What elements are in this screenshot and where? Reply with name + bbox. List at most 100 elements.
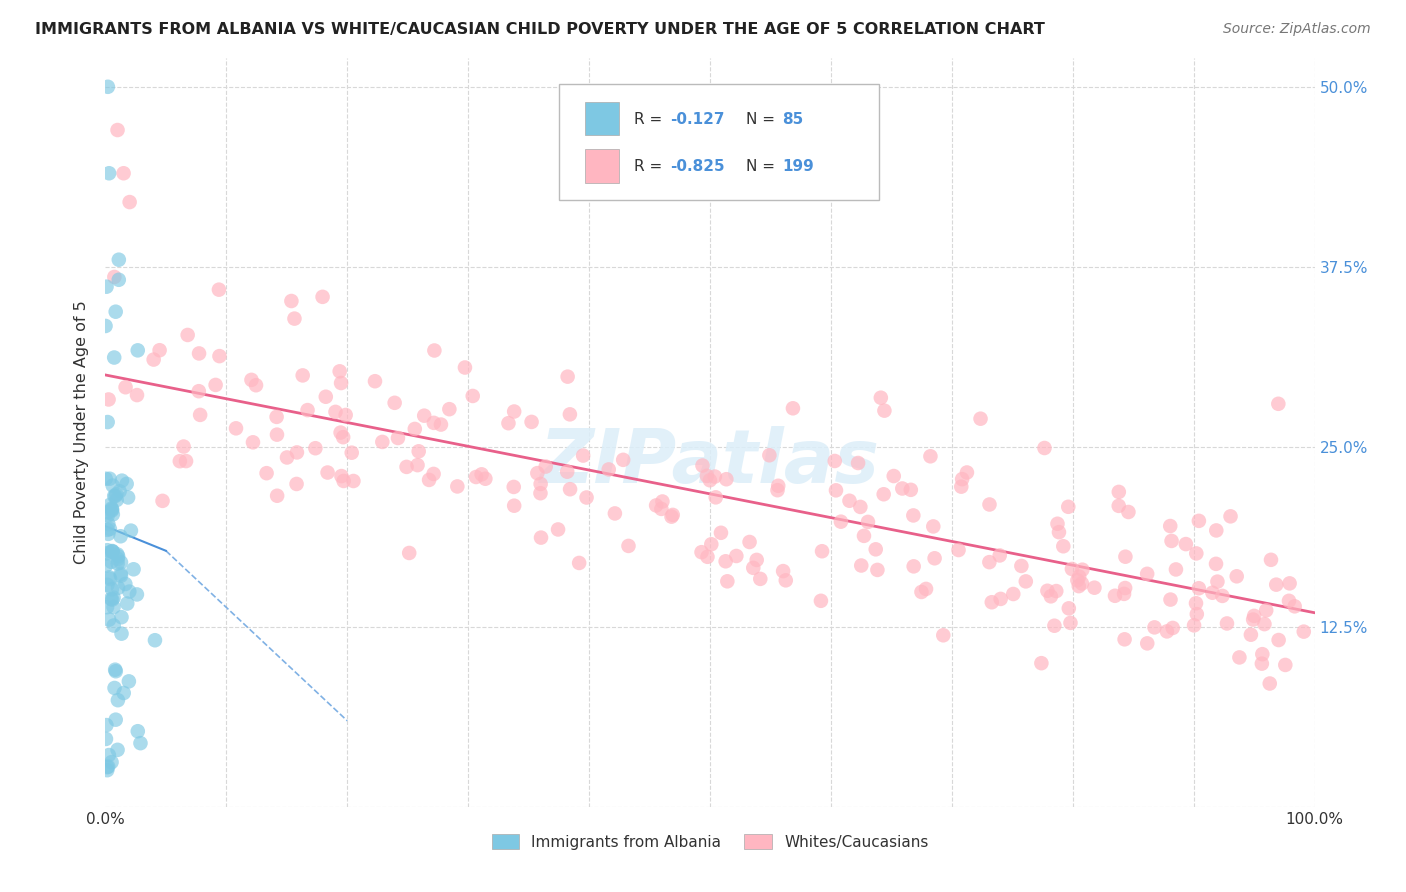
Point [404, 422, 426, 436]
Point [696, 549, 718, 564]
Point [330, 469, 353, 483]
Point [430, 417, 453, 432]
Point [1267, 397, 1289, 411]
Point [603, 507, 626, 521]
Point [1136, 636, 1159, 650]
Point [107, 557, 129, 571]
Point [127, 343, 149, 358]
Point [568, 556, 591, 570]
Point [810, 594, 832, 608]
Point [1136, 566, 1159, 581]
Point [1201, 586, 1223, 600]
Point [188, 346, 211, 360]
Point [97, 415, 120, 429]
Point [990, 591, 1012, 606]
Point [108, 252, 131, 267]
Point [387, 431, 409, 445]
Point [766, 479, 789, 493]
Point [1205, 557, 1227, 571]
Point [1251, 647, 1274, 661]
Bar [585, 102, 620, 136]
Point [849, 500, 872, 514]
Point [924, 551, 946, 566]
Y-axis label: Child Poverty Under the Age of 5: Child Poverty Under the Age of 5 [75, 301, 90, 565]
Point [651, 494, 673, 508]
Legend: Immigrants from Albania, Whites/Caucasians: Immigrants from Albania, Whites/Caucasia… [485, 828, 935, 855]
Point [980, 595, 1002, 609]
Point [903, 508, 925, 523]
Point [125, 587, 148, 601]
Point [297, 403, 319, 417]
Point [101, 544, 124, 558]
Point [120, 524, 142, 538]
Point [98, 498, 121, 512]
Point [725, 549, 748, 563]
Point [502, 480, 524, 494]
Point [110, 610, 132, 624]
Point [1015, 574, 1038, 589]
Text: ZIPatlas: ZIPatlas [540, 426, 880, 500]
Point [1260, 553, 1282, 567]
Point [1160, 533, 1182, 548]
Point [395, 459, 418, 474]
Point [103, 681, 125, 695]
Point [969, 411, 991, 425]
Point [110, 555, 132, 569]
Point [558, 408, 581, 422]
Point [114, 380, 136, 394]
Point [97, 508, 120, 523]
Point [100, 755, 122, 769]
Point [956, 466, 979, 480]
Point [1292, 624, 1315, 639]
Point [775, 574, 797, 588]
Point [96, 600, 118, 615]
Point [117, 597, 139, 611]
Point [838, 493, 860, 508]
Point [291, 368, 314, 383]
Point [108, 484, 131, 499]
Point [1057, 500, 1080, 514]
Point [865, 542, 887, 557]
Point [1143, 620, 1166, 634]
Point [920, 450, 942, 464]
Point [364, 374, 387, 388]
Point [1182, 618, 1205, 632]
Point [101, 544, 124, 558]
Point [176, 328, 198, 343]
Point [474, 472, 496, 486]
Point [745, 553, 768, 567]
Point [1205, 524, 1227, 538]
Point [1188, 581, 1211, 595]
Point [979, 555, 1001, 569]
Point [1226, 569, 1249, 583]
Point [530, 531, 553, 545]
Point [471, 467, 494, 482]
Point [1071, 576, 1094, 591]
Point [276, 450, 298, 465]
Point [529, 486, 551, 500]
Point [1188, 514, 1211, 528]
Point [107, 693, 129, 707]
Point [101, 582, 124, 597]
Point [661, 508, 683, 522]
Point [1033, 441, 1056, 455]
Point [325, 405, 347, 419]
Point [883, 469, 905, 483]
Point [866, 563, 889, 577]
Point [129, 736, 152, 750]
Point [98, 166, 121, 180]
Point [1284, 599, 1306, 614]
Point [716, 574, 738, 589]
Point [115, 476, 138, 491]
Point [446, 479, 468, 493]
Point [1219, 509, 1241, 524]
Point [1039, 590, 1062, 604]
Point [439, 402, 461, 417]
Point [1046, 516, 1069, 531]
Text: R =: R = [634, 112, 666, 127]
Point [285, 477, 308, 491]
Point [824, 454, 846, 468]
Text: 199: 199 [783, 159, 814, 174]
Point [690, 545, 713, 559]
Point [96, 523, 118, 537]
